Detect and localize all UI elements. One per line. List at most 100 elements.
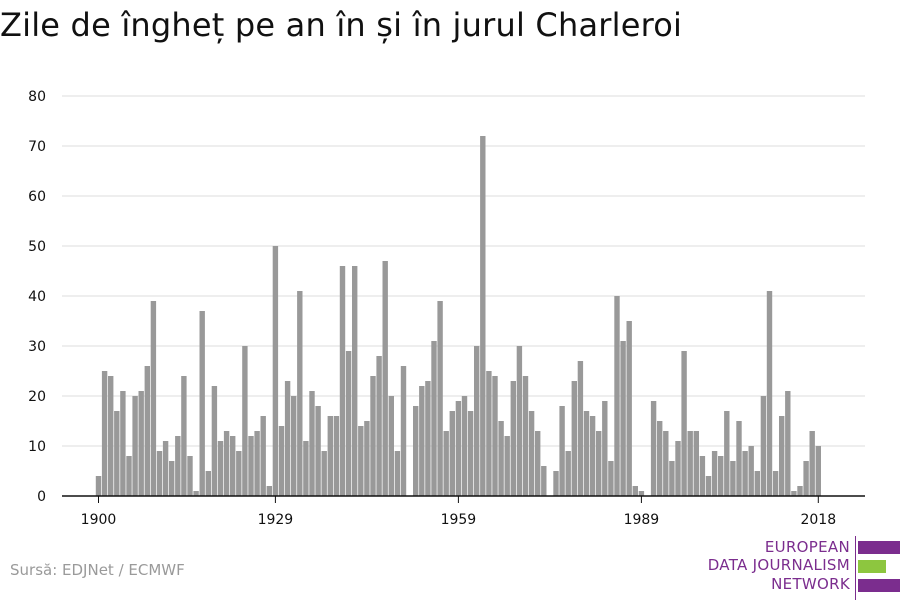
- bar-1902: [108, 376, 114, 496]
- chart-title: Zile de îngheț pe an în și în jurul Char…: [0, 6, 683, 44]
- bar-1957: [443, 431, 449, 496]
- bar-1937: [321, 451, 327, 496]
- bar-2018: [815, 446, 821, 496]
- bar-1986: [620, 341, 626, 496]
- bar-1965: [492, 376, 498, 496]
- bar-1926: [254, 431, 260, 496]
- edjnet-logo: EUROPEAN DATA JOURNALISM NETWORK: [690, 536, 900, 600]
- bar-2014: [791, 491, 797, 496]
- logo-line-1: EUROPEAN: [764, 538, 850, 556]
- bar-2007: [748, 446, 754, 496]
- bar-1948: [388, 396, 394, 496]
- logo-bar-purple-top: [858, 541, 900, 554]
- bar-1927: [260, 416, 266, 496]
- bar-2011: [772, 471, 779, 496]
- bar-1941: [345, 351, 352, 496]
- bar-1923: [236, 451, 242, 496]
- logo-separator: [855, 536, 856, 600]
- bar-1910: [156, 451, 163, 496]
- bar-1961: [467, 411, 474, 496]
- bar-1914: [181, 376, 187, 496]
- bar-1938: [327, 416, 333, 496]
- bar-1995: [675, 441, 681, 496]
- bar-1969: [516, 346, 523, 496]
- bar-1907: [138, 391, 144, 496]
- bar-1980: [583, 411, 590, 496]
- y-tick-label: 70: [28, 139, 46, 155]
- x-tick-label: 1989: [624, 512, 660, 528]
- y-tick-label: 40: [28, 289, 46, 305]
- bar-1994: [669, 461, 675, 496]
- bar-1904: [120, 391, 126, 496]
- y-tick-label: 50: [28, 239, 46, 255]
- bar-1920: [217, 441, 224, 496]
- bar-1966: [498, 421, 504, 496]
- bar-1912: [169, 461, 175, 496]
- bar-1973: [541, 466, 547, 496]
- bar-2005: [736, 421, 742, 496]
- bar-1911: [162, 441, 169, 496]
- bar-1950: [400, 366, 407, 496]
- bar-1915: [187, 456, 193, 496]
- bar-1905: [126, 456, 132, 496]
- bar-1988: [632, 486, 638, 496]
- bar-1922: [230, 436, 236, 496]
- bar-1900: [95, 476, 102, 496]
- bar-1945: [370, 376, 376, 496]
- bar-1979: [577, 361, 584, 496]
- bar-2004: [730, 461, 736, 496]
- bar-1903: [114, 411, 120, 496]
- bar-1984: [608, 461, 614, 496]
- x-axis-ticks: 1900 1929 1959 1989 2018: [81, 496, 836, 528]
- bar-1952: [413, 406, 419, 496]
- bar-1998: [693, 431, 699, 496]
- bar-2017: [809, 431, 815, 496]
- bar-1916: [193, 491, 199, 496]
- bar-1992: [657, 421, 663, 496]
- bar-2013: [785, 391, 791, 496]
- bar-1955: [431, 341, 437, 496]
- bar-1940: [339, 266, 346, 496]
- bar-2000: [705, 476, 712, 496]
- bar-1981: [589, 416, 596, 496]
- bar-1917: [199, 311, 205, 496]
- y-tick-label: 30: [28, 339, 46, 355]
- bar-1953: [419, 386, 425, 496]
- bar-1993: [663, 431, 669, 496]
- bar-1946: [376, 356, 382, 496]
- bar-1970: [522, 376, 529, 496]
- bar-1978: [571, 381, 577, 496]
- bar-1934: [303, 441, 309, 496]
- bar-1944: [364, 421, 370, 496]
- y-tick-label: 10: [28, 439, 46, 455]
- bar-2001: [711, 451, 718, 496]
- bar-1956: [437, 301, 443, 496]
- bar-1928: [266, 486, 272, 496]
- logo-bar-green: [858, 560, 886, 573]
- bar-1949: [394, 451, 401, 496]
- bar-1982: [596, 431, 602, 496]
- x-tick-label: 1959: [441, 512, 477, 528]
- bar-1932: [291, 396, 297, 496]
- y-tick-label: 0: [37, 489, 46, 505]
- bar-2016: [803, 461, 809, 496]
- bar-1930: [278, 426, 285, 496]
- bar-1919: [211, 386, 218, 496]
- y-tick-label: 80: [28, 89, 46, 105]
- bar-1958: [449, 411, 455, 496]
- y-tick-label: 20: [28, 389, 46, 405]
- y-tick-label: 60: [28, 189, 46, 205]
- x-tick-label: 1900: [81, 512, 117, 528]
- bar-1976: [559, 406, 565, 496]
- source-note: Sursă: EDJNet / ECMWF: [10, 561, 185, 579]
- bar-1962: [474, 346, 480, 496]
- bar-1997: [687, 431, 693, 496]
- bar-1939: [333, 416, 340, 496]
- bar-1942: [352, 266, 358, 496]
- bar-1959: [455, 401, 462, 496]
- bar-1901: [101, 371, 108, 496]
- x-tick-label: 1929: [258, 512, 294, 528]
- bar-2015: [797, 486, 803, 496]
- bar-1906: [132, 396, 138, 496]
- logo-bar-purple-bottom: [858, 579, 900, 592]
